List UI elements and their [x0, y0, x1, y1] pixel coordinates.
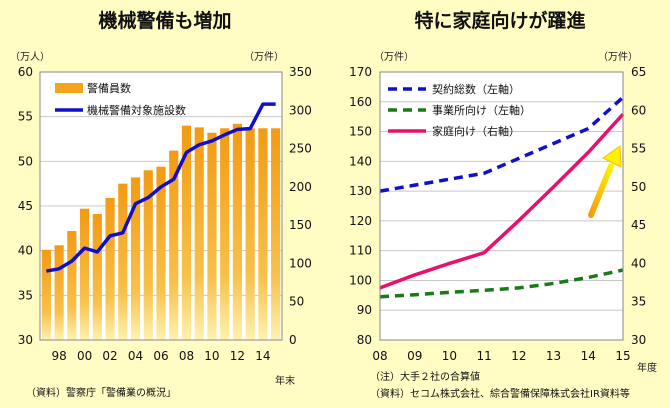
left-x-tick-label: 10 — [204, 349, 219, 363]
right-legend-label: 事業所向け（左軸） — [432, 103, 531, 117]
left-bar — [194, 127, 204, 341]
left-bar — [105, 197, 115, 340]
right-x-tick-label: 14 — [581, 349, 596, 363]
right-note-2: （資料）セコム株式会社、綜合警備保障株式会社IR資料等 — [370, 387, 630, 400]
left-x-tick-label: 08 — [179, 349, 194, 363]
right-x-tick-label: 13 — [546, 349, 561, 363]
right-y2-tick-label: 65 — [631, 65, 646, 79]
right-y-tick-label: 120 — [349, 214, 372, 228]
left-legend-bar-label: 警備員数 — [87, 81, 131, 95]
left-source-note: （資料）警察庁「警備業の概況」 — [26, 386, 176, 399]
left-y2-tick-label: 350 — [289, 65, 312, 79]
left-y-tick-label: 50 — [18, 154, 33, 168]
left-bar — [67, 231, 77, 340]
left-legend-line-label: 機械警備対象施設数 — [87, 103, 186, 117]
right-legend-label: 契約総数（左軸） — [432, 82, 520, 96]
left-bar — [220, 128, 230, 340]
highlight-arrow-head — [602, 145, 622, 168]
right-chart-title: 特に家庭向けが躍進 — [414, 10, 586, 32]
left-y2-tick-label: 100 — [289, 256, 312, 270]
left-bar — [207, 132, 217, 340]
left-bar — [143, 170, 153, 340]
right-y2-unit-label: （万件） — [598, 51, 638, 63]
left-x-tick-label: 98 — [51, 349, 66, 363]
left-x-tick-label: 02 — [102, 349, 117, 363]
right-plot-area — [380, 72, 623, 340]
left-x-tick-label: 04 — [128, 349, 143, 363]
left-y-tick-label: 60 — [18, 65, 33, 79]
right-note-1: （注）大手２社の合算値 — [370, 370, 480, 383]
right-y-tick-label: 90 — [357, 303, 372, 317]
left-bar — [169, 150, 179, 340]
right-line-series — [379, 96, 625, 193]
left-bar — [54, 245, 64, 340]
right-x-tick-label: 08 — [372, 349, 387, 363]
left-y2-tick-label: 200 — [289, 180, 312, 194]
left-y-tick-label: 35 — [18, 288, 33, 302]
left-bar — [41, 249, 51, 340]
left-y2-tick-label: 150 — [289, 218, 312, 232]
left-bar — [271, 128, 281, 340]
right-x-tick-label: 12 — [511, 349, 526, 363]
left-y-tick-label: 40 — [18, 244, 33, 258]
left-line-series — [46, 102, 276, 273]
right-x-tick-label: 09 — [407, 349, 422, 363]
left-bar — [118, 183, 128, 340]
right-x-tick-label: 15 — [615, 349, 630, 363]
right-y2-tick-label: 45 — [631, 218, 646, 232]
left-y2-unit-label: （万件） — [244, 51, 284, 63]
left-y2-tick-label: 0 — [289, 333, 297, 347]
left-plot-frame — [39, 71, 283, 341]
right-y2-tick-label: 50 — [631, 180, 646, 194]
right-line-series — [379, 268, 624, 299]
right-y-tick-label: 80 — [357, 333, 372, 347]
left-bar — [181, 125, 192, 340]
left-x-tick-label: 14 — [255, 349, 270, 363]
right-chart-panel: 特に家庭向けが躍進 80 90 100 110 120 130 140 150 160 170 30… — [330, 0, 670, 408]
left-y-tick-label: 45 — [18, 199, 33, 213]
left-y2-tick-label: 300 — [289, 103, 312, 117]
left-chart-svg: 30 35 40 45 50 55 60 0 50 100 150 200 250 300 350 98 00 0… — [10, 51, 312, 399]
left-y2-tick-label: 250 — [289, 142, 312, 156]
left-bar — [79, 208, 90, 340]
right-x-tick-label: 11 — [477, 349, 492, 363]
right-y-tick-label: 150 — [349, 125, 372, 139]
right-y-tick-label: 110 — [349, 244, 372, 258]
right-legend-label: 家庭向け（右軸） — [432, 124, 520, 138]
left-bar — [156, 166, 166, 340]
left-bar — [232, 123, 243, 341]
right-y2-tick-label: 35 — [631, 295, 646, 309]
right-x-suffix-label: 年度 — [637, 361, 657, 374]
right-chart-svg: 80 90 100 110 120 130 140 150 160 170 30 35 40 45 50 55… — [349, 51, 657, 400]
left-x-tick-label: 00 — [77, 349, 92, 363]
right-y2-tick-label: 30 — [631, 333, 646, 347]
left-chart-title: 機械警備も増加 — [98, 10, 232, 32]
left-legend-bar-swatch — [55, 83, 83, 93]
left-y2-tick-label: 50 — [289, 295, 304, 309]
right-x-tick-label: 10 — [442, 349, 457, 363]
left-bar — [92, 214, 102, 340]
right-y-tick-label: 140 — [349, 154, 372, 168]
left-y-tick-label: 55 — [18, 110, 33, 124]
left-chart-panel: 機械警備も増加 30 35 40 45 50 55 60 0 50 100 150 200 250 300… — [0, 0, 330, 408]
left-bar — [130, 177, 141, 340]
left-x-suffix-label: 年末 — [275, 374, 295, 387]
left-x-tick-label: 06 — [153, 349, 168, 363]
highlight-arrow-shaft — [588, 163, 614, 218]
right-y-tick-label: 100 — [349, 273, 372, 287]
left-y-unit-label: （万人） — [10, 51, 50, 63]
right-plot-frame — [379, 71, 624, 341]
left-bar — [258, 128, 268, 340]
right-y-tick-label: 160 — [349, 95, 372, 109]
right-line-series — [379, 112, 625, 290]
right-y2-tick-label: 55 — [631, 142, 646, 156]
right-y-tick-label: 170 — [349, 65, 372, 79]
left-y-tick-label: 30 — [18, 333, 33, 347]
right-y-unit-label: （万件） — [374, 51, 414, 63]
left-bar — [245, 128, 255, 340]
right-y2-tick-label: 40 — [631, 256, 646, 270]
right-y2-tick-label: 60 — [631, 103, 646, 117]
left-x-tick-label: 12 — [230, 349, 245, 363]
right-y-tick-label: 130 — [349, 184, 372, 198]
